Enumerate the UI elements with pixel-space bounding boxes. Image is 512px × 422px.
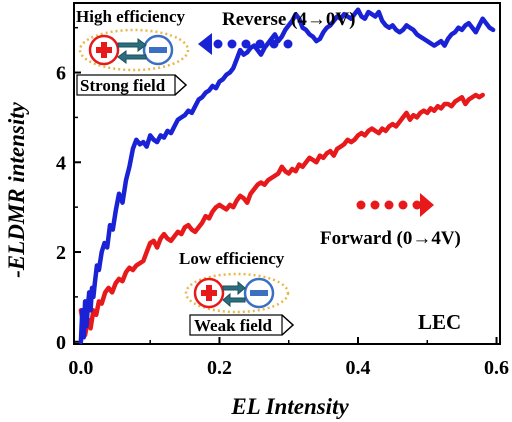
field-arrow-icon [174, 74, 188, 96]
reverse-arrow [198, 33, 293, 55]
high-efficiency-diagram [78, 28, 190, 72]
dotted-ring-icon [78, 28, 190, 72]
x-tick-label: 0.4 [346, 357, 371, 379]
plot-frame [73, 2, 501, 345]
dotted-ring-icon [184, 272, 290, 314]
x-tick-label: 0.6 [484, 357, 509, 379]
y-tick-label: 6 [56, 63, 66, 85]
strong-field-label: Strong field [80, 76, 166, 95]
y-axis-title: -ELDMR intensity [4, 101, 29, 278]
forward-label: Forward (0→4V) [320, 228, 461, 249]
x-tick-label: 0.2 [207, 357, 232, 379]
strong-field-box: Strong field [76, 74, 188, 96]
arrow-right-icon [222, 280, 246, 296]
forward-arrow [356, 193, 434, 217]
low-efficiency-label: Low efficiency [179, 249, 285, 268]
high-efficiency-label: High efficiency [76, 7, 186, 26]
device-label: LEC [418, 310, 461, 334]
arrow-left-icon [222, 292, 246, 308]
reverse-label: Reverse (4→0V) [222, 9, 355, 30]
series-line-forward [78, 92, 485, 338]
y-tick-label: 4 [56, 152, 66, 174]
weak-field-box: Weak field [189, 314, 295, 336]
weak-field-label: Weak field [194, 316, 272, 335]
y-axis-ticks: 0 2 4 6 [56, 26, 81, 354]
low-efficiency-diagram [184, 272, 290, 314]
x-axis-ticks: 0.0 0.2 0.4 0.6 [68, 337, 509, 379]
x-tick-label: 0.0 [68, 357, 93, 379]
arrow-left-icon [117, 50, 147, 64]
y-tick-label: 0 [56, 332, 66, 354]
arrow-right-icon [117, 38, 147, 52]
x-axis-title: EL Intensity [230, 394, 349, 419]
y-tick-label: 2 [56, 242, 66, 264]
series-line-reverse [78, 7, 496, 344]
field-arrow-icon [281, 314, 295, 336]
